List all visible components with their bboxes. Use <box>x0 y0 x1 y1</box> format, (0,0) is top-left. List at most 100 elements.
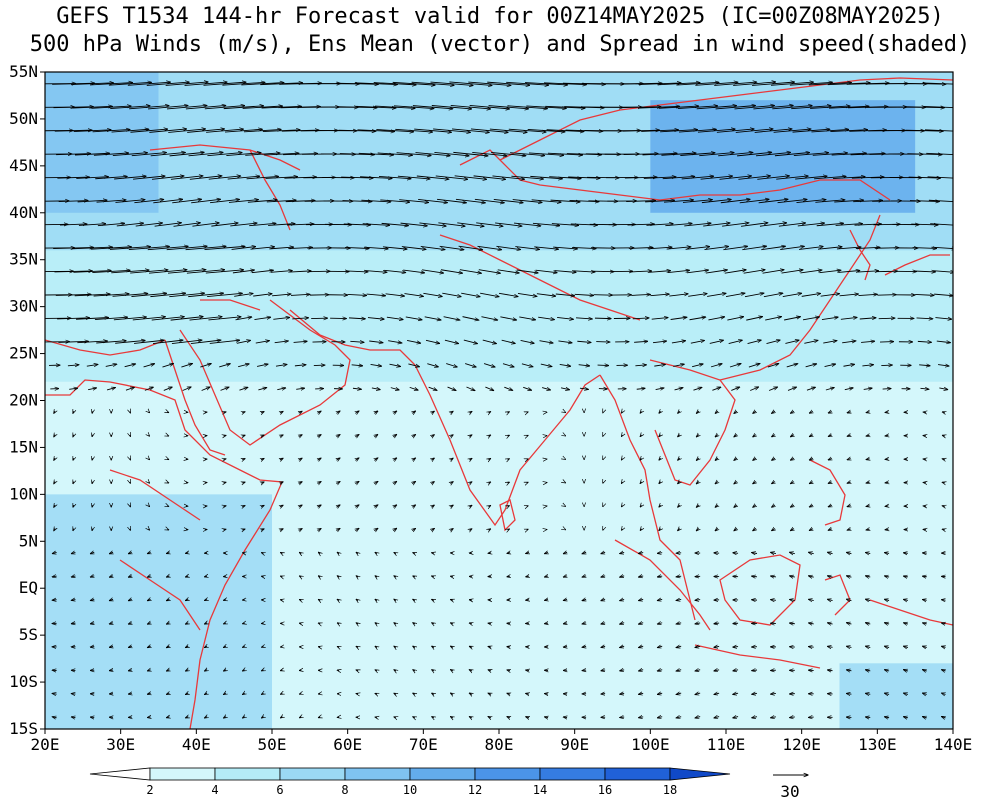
wind-vector <box>907 154 942 155</box>
wind-vector <box>555 294 575 296</box>
wind-vector <box>224 646 226 647</box>
wind-vector <box>881 365 892 366</box>
wind-vector <box>516 269 538 273</box>
wind-vector <box>753 435 756 437</box>
wind-vector <box>882 388 891 389</box>
wind-vector <box>861 341 875 342</box>
wind-vector <box>942 600 946 601</box>
wind-vector <box>393 505 396 507</box>
wind-vector <box>696 106 737 110</box>
wind-vector <box>397 175 430 179</box>
wind-vector <box>676 82 718 86</box>
wind-vector <box>549 176 581 179</box>
wind-vector <box>809 552 814 553</box>
wind-vector <box>942 412 944 413</box>
wind-vector <box>370 364 382 366</box>
coastline-segment <box>200 299 261 311</box>
colorbar-swatch <box>474 767 541 781</box>
wind-vector <box>337 623 339 624</box>
wind-vector <box>780 246 804 251</box>
wind-vector <box>52 552 57 553</box>
wind-vector <box>620 107 661 108</box>
wind-vector <box>299 411 302 413</box>
coastline-segment <box>119 559 201 631</box>
wind-vector <box>654 364 665 366</box>
wind-vector <box>523 386 531 390</box>
wind-vector <box>223 106 264 110</box>
wind-vector <box>855 247 880 248</box>
wind-vector <box>335 83 378 84</box>
wind-vector <box>374 505 377 507</box>
y-tick-label: 5S <box>19 625 38 644</box>
wind-vector <box>367 318 384 320</box>
wind-vector <box>542 388 550 390</box>
wind-vector <box>696 458 698 460</box>
wind-vector <box>357 130 394 132</box>
wind-vector <box>90 647 94 648</box>
wind-vector <box>547 152 583 155</box>
wind-vector <box>454 175 487 179</box>
wind-vector <box>431 529 434 531</box>
wind-vector <box>828 599 833 600</box>
wind-vector <box>507 553 510 554</box>
wind-vector <box>631 294 650 295</box>
wind-vector <box>54 458 55 460</box>
wind-vector <box>188 293 223 298</box>
wind-vector <box>493 198 523 202</box>
wind-vector <box>219 364 230 368</box>
wind-vector <box>337 107 377 108</box>
wind-vector <box>727 317 743 321</box>
wind-vector <box>111 129 149 133</box>
wind-vector <box>337 599 339 600</box>
wind-vector <box>772 435 775 437</box>
wind-vector <box>94 317 128 320</box>
wind-vector <box>281 553 283 554</box>
wind-vector <box>337 647 339 648</box>
wind-vector <box>280 411 283 413</box>
wind-vector <box>374 458 377 460</box>
wind-vector <box>458 245 483 249</box>
wind-vector <box>858 294 877 295</box>
wind-vector <box>752 576 758 577</box>
wind-vector <box>412 435 415 437</box>
wind-vector <box>351 365 363 366</box>
wind-vector <box>242 435 245 436</box>
wind-vector <box>753 505 756 507</box>
wind-vector <box>866 482 869 483</box>
coastline-segment <box>499 499 516 532</box>
wind-vector <box>204 246 245 251</box>
wind-vector <box>146 82 189 86</box>
wind-vector <box>228 200 258 203</box>
wind-vector <box>109 646 113 647</box>
wind-vector <box>447 386 456 390</box>
wind-vector <box>393 411 396 413</box>
wind-vector <box>734 105 774 110</box>
wind-vector <box>931 247 953 249</box>
wind-vector <box>659 529 661 531</box>
wind-vector <box>508 506 510 507</box>
colorbar-label: 14 <box>533 783 547 797</box>
wind-vector <box>847 459 850 460</box>
wind-vector <box>734 481 737 483</box>
wind-vector <box>678 482 680 484</box>
wind-vector <box>640 505 641 507</box>
wind-vector <box>703 223 730 227</box>
wind-vector <box>355 481 358 483</box>
wind-vector <box>261 459 264 460</box>
wind-vector <box>777 199 807 204</box>
wind-vector <box>752 553 758 554</box>
wind-vector <box>847 505 850 506</box>
coastline-segment <box>824 574 851 616</box>
wind-vector <box>577 341 591 342</box>
wind-vector <box>809 458 812 460</box>
wind-vector <box>574 294 594 295</box>
wind-vector <box>718 152 753 157</box>
colorbar-label: 8 <box>341 783 348 797</box>
wind-vector <box>942 459 944 460</box>
wind-vector <box>640 411 641 413</box>
wind-vector <box>450 529 453 531</box>
wind-vector <box>488 553 491 554</box>
wind-vector <box>513 222 541 226</box>
wind-vector <box>671 341 686 344</box>
coastline-segment <box>649 359 736 486</box>
